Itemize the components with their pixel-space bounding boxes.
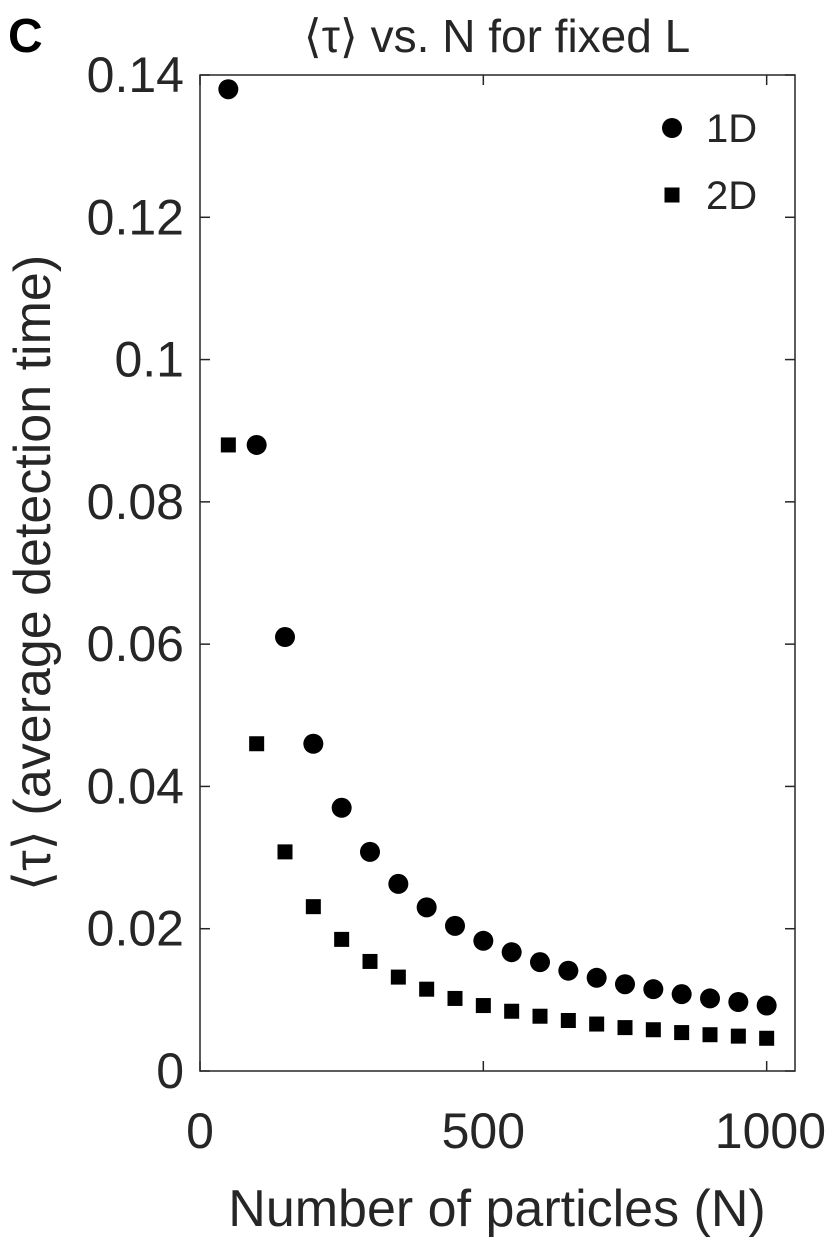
data-point-2D — [504, 1003, 520, 1019]
y-tick-label: 0.02 — [87, 901, 184, 957]
x-axis-title: Number of particles (N) — [228, 1180, 765, 1238]
data-point-1D — [501, 942, 522, 963]
data-point-2D — [589, 1016, 605, 1032]
data-point-2D — [277, 844, 293, 860]
legend-marker-1D — [662, 118, 682, 138]
data-point-2D — [447, 990, 463, 1006]
axis-ticks: 0 0.02 0.04 0.06 0.08 0.1 0.12 0.14 0 500 1000 — [87, 47, 826, 1159]
data-point-1D — [700, 988, 720, 1009]
data-point-2D — [220, 437, 236, 453]
data-point-1D — [558, 960, 579, 981]
data-point-2D — [334, 931, 350, 947]
legend: 1D 2D — [662, 107, 757, 218]
data-point-1D — [728, 991, 749, 1012]
legend-marker-2D — [664, 187, 680, 203]
data-point-2D — [362, 953, 378, 969]
chart-title: ⟨τ⟩ vs. N for fixed L — [304, 10, 690, 62]
data-point-2D — [475, 998, 491, 1014]
legend-label-2D: 2D — [706, 174, 757, 218]
data-point-1D — [303, 733, 324, 754]
data-point-1D — [473, 930, 494, 951]
data-point-1D — [756, 995, 777, 1016]
x-tick-label: 500 — [442, 1103, 525, 1159]
data-point-2D — [305, 899, 321, 915]
x-tick-label: 0 — [186, 1103, 214, 1159]
data-point-2D — [390, 969, 406, 985]
data-point-1D — [586, 967, 607, 988]
data-point-1D — [246, 434, 267, 455]
data-point-2D — [560, 1012, 576, 1028]
data-point-1D — [530, 952, 550, 973]
y-tick-label: 0.1 — [114, 332, 184, 388]
data-point-1D — [388, 873, 409, 894]
data-point-2D — [645, 1022, 661, 1038]
data-point-2D — [730, 1028, 746, 1044]
plot-area-frame — [199, 74, 796, 1072]
y-tick-label: 0.04 — [87, 758, 184, 814]
y-tick-label: 0.06 — [87, 616, 184, 672]
data-point-1D — [445, 915, 465, 936]
y-tick-label: 0.08 — [87, 474, 184, 530]
data-point-2D — [419, 981, 435, 997]
x-tick-label: 1000 — [715, 1103, 826, 1159]
panel-label: C — [8, 10, 43, 63]
data-point-1D — [671, 984, 692, 1005]
data-point-2D — [249, 736, 265, 752]
series-2D — [220, 437, 775, 1046]
legend-label-1D: 1D — [706, 107, 757, 151]
y-tick-label: 0 — [156, 1043, 184, 1099]
data-point-2D — [674, 1025, 690, 1041]
data-point-1D — [218, 79, 239, 100]
y-axis-title: ⟨τ⟩ (average detection time) — [4, 255, 62, 891]
series-1D — [218, 79, 777, 1016]
data-point-2D — [617, 1020, 633, 1036]
y-tick-label: 0.12 — [87, 189, 184, 245]
data-point-1D — [331, 797, 352, 818]
data-point-2D — [532, 1008, 548, 1024]
data-point-1D — [275, 627, 295, 648]
data-point-1D — [643, 979, 664, 1000]
data-series — [218, 79, 777, 1046]
data-point-2D — [702, 1027, 718, 1043]
data-point-1D — [360, 841, 380, 862]
data-point-2D — [759, 1030, 775, 1046]
y-tick-label: 0.14 — [87, 47, 184, 103]
data-point-1D — [615, 974, 635, 995]
data-point-1D — [416, 897, 437, 918]
